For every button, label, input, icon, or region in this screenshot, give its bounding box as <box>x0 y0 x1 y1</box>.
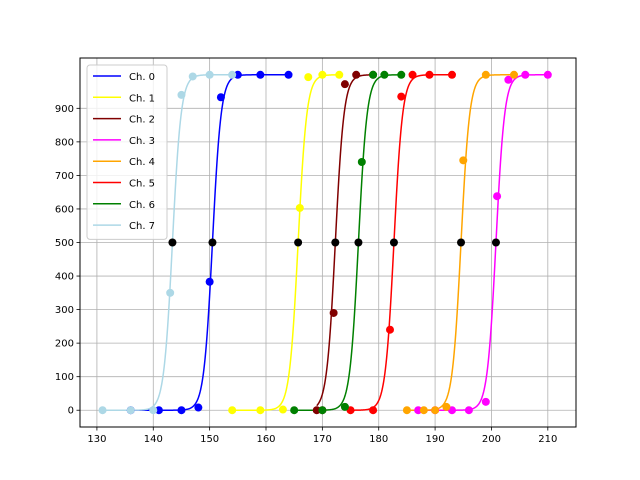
series-curve-5 <box>350 74 452 411</box>
data-point <box>149 406 158 415</box>
midpoint-markers <box>168 238 500 247</box>
data-point <box>397 92 406 101</box>
x-tick-label: 190 <box>426 434 445 445</box>
midpoint-marker <box>457 238 466 247</box>
y-tick-label: 400 <box>55 272 74 283</box>
data-point <box>510 70 518 79</box>
series-points <box>98 70 552 415</box>
x-tick-label: 170 <box>313 434 332 445</box>
legend: Ch. 0 Ch. 1 Ch. 2 Ch. 3 Ch. 4 Ch. 5 Ch. 6 Ch. 7 <box>86 64 168 240</box>
midpoint-marker <box>354 238 363 247</box>
midpoint-marker <box>208 238 217 247</box>
midpoint-marker <box>491 238 500 247</box>
data-point <box>402 406 411 415</box>
midpoint-marker <box>389 238 398 247</box>
data-point <box>369 70 378 79</box>
midpoint-marker <box>294 238 303 247</box>
data-point <box>290 406 299 415</box>
data-point <box>304 73 313 82</box>
x-tick-label: 210 <box>538 434 557 445</box>
data-point <box>352 70 361 79</box>
data-point <box>295 203 304 212</box>
midpoint-marker <box>168 238 177 247</box>
x-tick-label: 160 <box>256 434 275 445</box>
y-tick-label: 0 <box>68 406 74 417</box>
data-point <box>431 406 440 415</box>
data-point <box>397 70 406 79</box>
data-point <box>464 406 473 415</box>
data-point <box>357 157 366 166</box>
y-tick-label: 900 <box>55 104 74 115</box>
x-tick-label: 150 <box>200 434 219 445</box>
legend-label-5: Ch. 5 <box>129 179 155 190</box>
legend-label-3: Ch. 3 <box>129 136 155 147</box>
y-tick-label: 200 <box>55 339 74 350</box>
y-tick-label: 300 <box>55 305 74 316</box>
legend-label-4: Ch. 4 <box>129 157 155 168</box>
legend-label-1: Ch. 1 <box>129 93 155 104</box>
data-point <box>340 80 349 89</box>
data-point <box>228 70 237 79</box>
y-tick-label: 500 <box>55 238 74 249</box>
data-point <box>177 90 186 99</box>
data-point <box>256 406 265 415</box>
legend-label-6: Ch. 6 <box>129 200 155 211</box>
data-point <box>126 406 135 415</box>
y-tick-label: 100 <box>55 372 74 383</box>
data-point <box>228 406 237 415</box>
y-tick-label: 700 <box>55 171 74 182</box>
data-point <box>340 402 349 411</box>
data-point <box>98 406 107 415</box>
legend-label-2: Ch. 2 <box>129 115 155 126</box>
data-point <box>335 70 344 79</box>
series-curve-2 <box>316 74 374 407</box>
data-point <box>386 325 394 334</box>
data-point <box>318 406 327 415</box>
legend-box <box>86 64 168 240</box>
legend-label-0: Ch. 0 <box>129 72 155 83</box>
legend-label-7: Ch. 7 <box>129 221 155 232</box>
data-point <box>425 70 434 79</box>
data-point <box>205 277 214 286</box>
data-point <box>380 70 389 79</box>
data-point <box>284 70 293 79</box>
data-point <box>329 308 338 317</box>
data-point <box>256 70 265 79</box>
x-tick-label: 200 <box>482 434 501 445</box>
data-point <box>205 70 214 79</box>
data-point <box>166 288 175 297</box>
data-point <box>504 75 513 84</box>
data-point <box>459 156 468 165</box>
data-point <box>233 70 242 79</box>
data-point <box>481 70 490 79</box>
data-point <box>194 403 203 412</box>
data-point <box>369 406 378 415</box>
data-point <box>312 406 321 415</box>
data-point <box>442 402 451 411</box>
data-point <box>521 70 530 79</box>
midpoint-marker <box>331 238 340 247</box>
y-tick-label: 600 <box>55 204 74 215</box>
data-point <box>481 397 490 406</box>
data-point <box>318 70 327 79</box>
x-tick-label: 180 <box>369 434 388 445</box>
data-point <box>493 192 502 201</box>
data-point <box>408 70 417 79</box>
data-point <box>216 93 225 102</box>
x-tick-label: 130 <box>87 434 106 445</box>
data-point <box>177 406 186 415</box>
data-point <box>448 70 456 79</box>
axis-ticks: 130 140 150 160 170 180 190 200 210 0 100 200 300 400… <box>55 104 557 445</box>
y-tick-label: 800 <box>55 137 74 148</box>
data-point <box>188 72 197 81</box>
data-point <box>543 70 552 79</box>
data-point <box>414 406 423 415</box>
x-tick-label: 140 <box>144 434 163 445</box>
data-point <box>419 406 428 415</box>
data-point <box>278 405 287 414</box>
data-point <box>154 406 163 415</box>
